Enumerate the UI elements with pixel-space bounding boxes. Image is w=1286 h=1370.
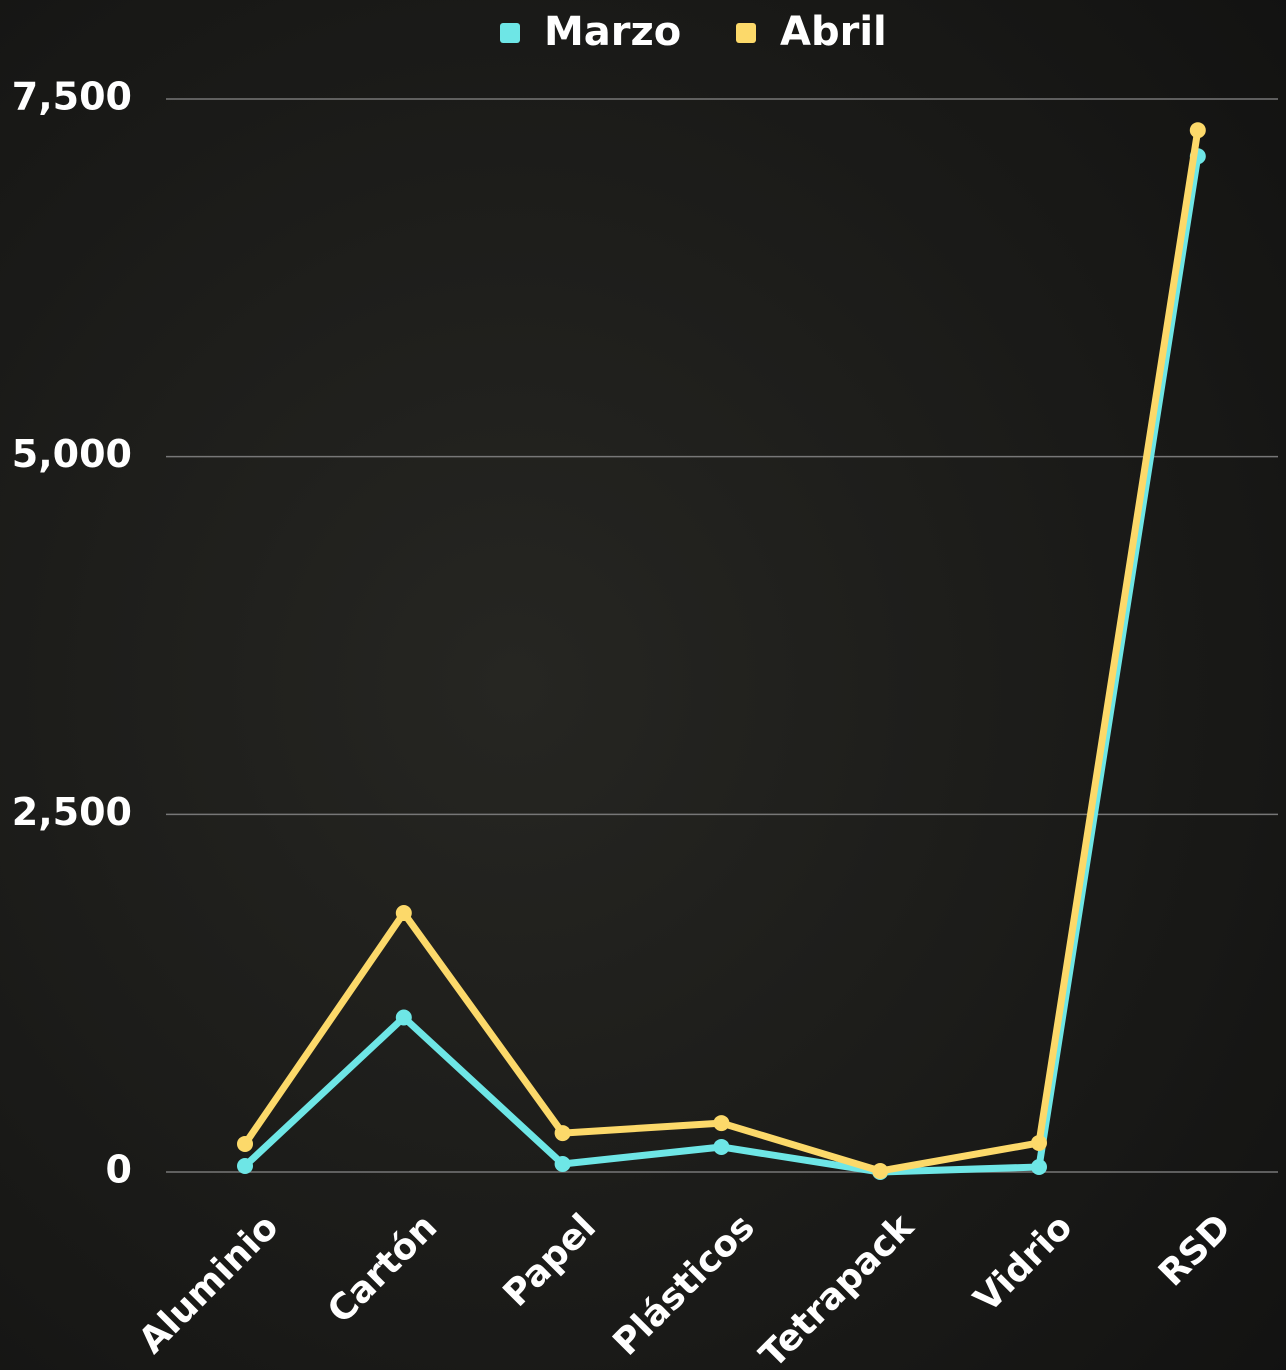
point bbox=[713, 1139, 729, 1155]
point bbox=[555, 1156, 571, 1172]
point bbox=[237, 1136, 253, 1152]
point bbox=[872, 1163, 888, 1179]
legend-label: Abril bbox=[780, 9, 887, 55]
point bbox=[237, 1158, 253, 1174]
page: {"chart_data": {"type": "line", "categor… bbox=[0, 0, 1286, 1370]
point bbox=[1031, 1135, 1047, 1151]
legend-label: Marzo bbox=[544, 9, 681, 55]
point bbox=[713, 1115, 729, 1131]
y-tick-label: 5,000 bbox=[12, 432, 132, 476]
point bbox=[1031, 1159, 1047, 1175]
y-tick-label: 7,500 bbox=[12, 75, 132, 119]
point bbox=[555, 1125, 571, 1141]
chart: 02,5005,0007,500AluminioCartónPapelPlást… bbox=[0, 0, 1286, 1370]
point bbox=[396, 905, 412, 921]
background bbox=[0, 0, 1286, 1370]
legend-swatch bbox=[736, 23, 756, 43]
legend-swatch bbox=[500, 23, 520, 43]
y-tick-label: 0 bbox=[106, 1148, 132, 1192]
y-tick-label: 2,500 bbox=[12, 790, 132, 834]
point bbox=[1190, 122, 1206, 138]
point bbox=[396, 1009, 412, 1025]
